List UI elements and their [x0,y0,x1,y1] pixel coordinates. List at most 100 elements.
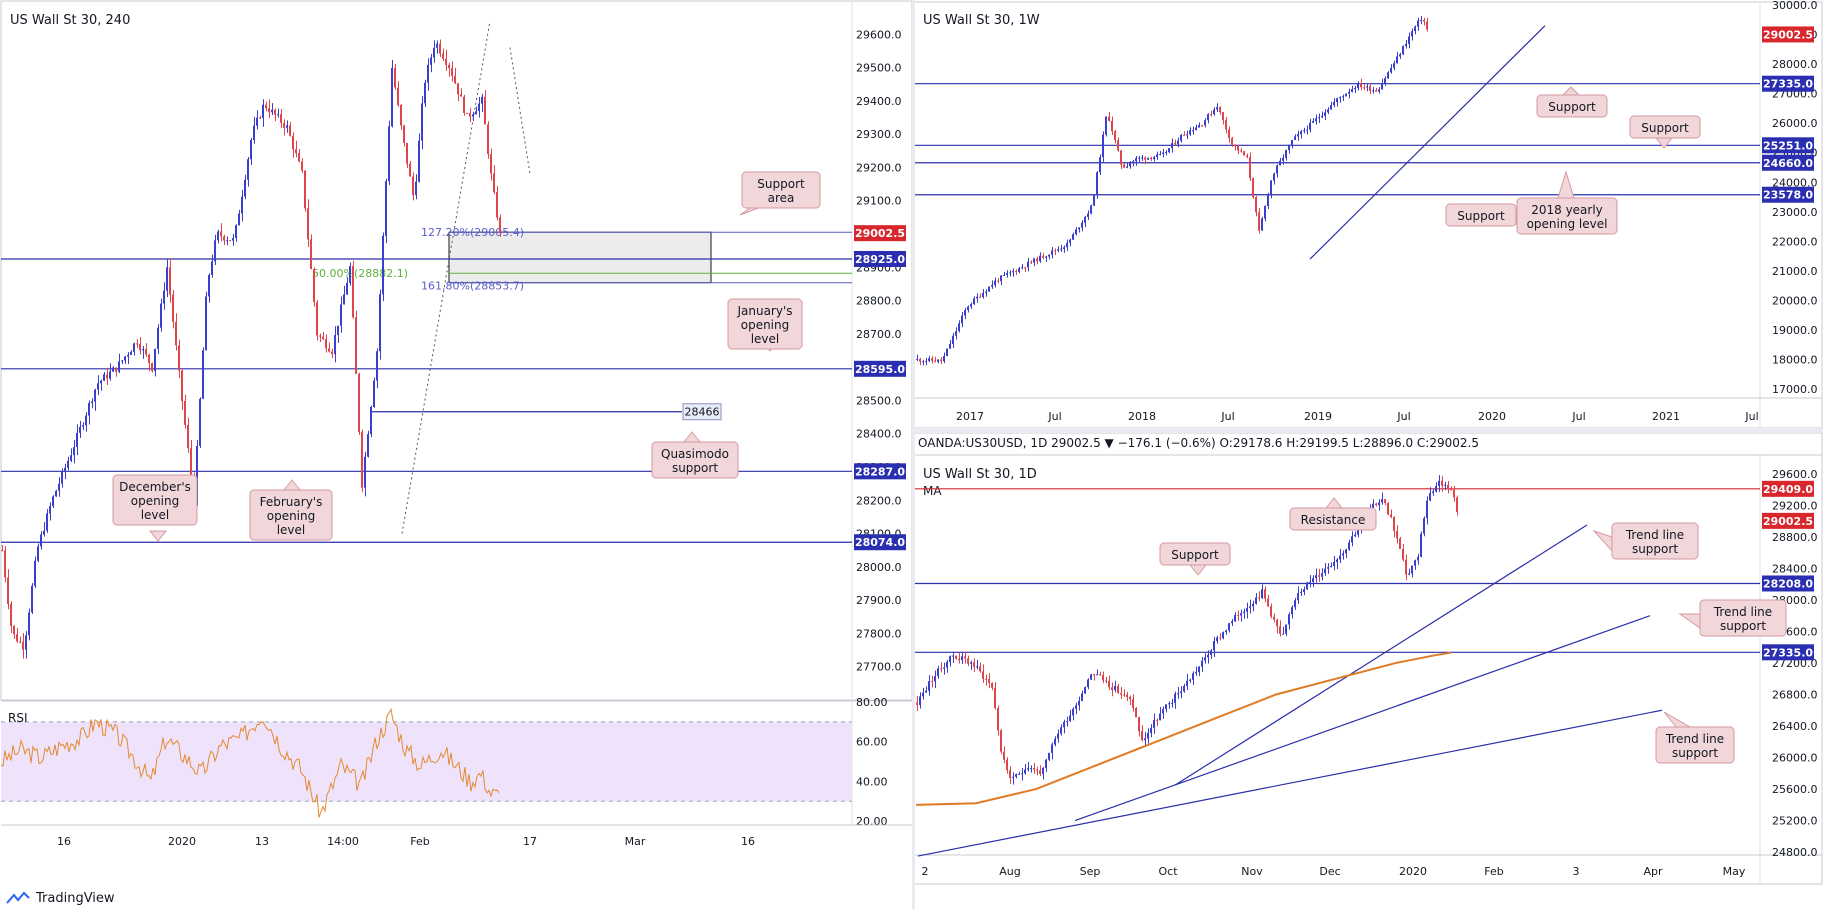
candle-body [952,335,954,344]
candle-body [1189,130,1191,135]
d1-callout-trend-3-text: Trend line [1665,732,1724,746]
candle-body [445,58,447,65]
candle-body [1423,19,1425,22]
candle-body [1087,213,1089,218]
candle-body [250,140,252,160]
y-tick-label: 27800.0 [856,627,902,640]
w1-x-tick: Jul [1047,410,1061,423]
w1-callout-support-2-box [1629,115,1701,139]
candle-body [1234,144,1236,147]
h4-quasimodo-box [682,403,722,421]
candle-body [163,290,165,304]
candle-body [1180,691,1182,694]
candle-body [127,354,129,357]
w1-level-tag-bg [1762,75,1814,92]
h4-callout-february-box [249,489,333,541]
candle-body [1279,626,1281,634]
d1-x-tick: Feb [1484,865,1503,878]
y-tick-label: 29400.0 [856,95,902,108]
h4-callout-quasimodo-box [651,441,739,479]
candle-body [1141,157,1143,159]
d1-level-tag: 28208.0 [1763,577,1813,590]
candle-body [400,105,402,126]
h4-support-area-zone [448,231,712,284]
candle-body [1345,549,1347,554]
candle-body [199,398,201,446]
candle-body [1384,499,1386,504]
candle-body [187,424,189,449]
d1-callout-resistance-box [1289,507,1377,531]
candle-body [1150,727,1152,734]
rsi-y-tick: 60.00 [856,736,888,749]
candle-body [1414,560,1416,566]
candle-body [1141,731,1143,741]
candle-body [1009,272,1011,274]
candle-body [1165,152,1167,154]
candle-body [1048,752,1050,760]
h4-callout-january-text: opening [741,318,790,332]
y-tick-label: 18000.0 [1772,354,1818,367]
candle-body [58,483,60,491]
candle-body [1117,140,1119,151]
candle-body [928,681,930,691]
tradingview-footer[interactable]: TradingView [6,888,115,908]
candle-body [1003,751,1005,760]
candle-body [1444,484,1446,486]
candle-body [1201,660,1203,667]
candle-body [988,286,990,292]
candle-body [1270,180,1272,196]
candle-body [1375,90,1377,92]
d1-callout-trend-3-pointer [1663,711,1692,728]
y-tick-label: 28800.0 [856,295,902,308]
candle-body [94,389,96,402]
candle-body [1063,721,1065,728]
candle-body [190,448,192,476]
candle-body [1228,129,1230,139]
candle-body [1135,158,1137,162]
h4-main-frame [0,0,913,701]
candle-body [340,304,342,326]
candle-body [1183,134,1185,136]
w1-callout-support-2-pointer [1654,137,1674,149]
candle-body [1297,134,1299,137]
candle-body [1222,112,1224,121]
candle-body [1348,542,1350,550]
d1-x-tick: Nov [1241,865,1263,878]
candle-body [979,666,981,672]
candle-body [346,282,348,295]
candle-body [310,239,312,269]
candle-body [1378,89,1380,92]
candle-body [1309,122,1311,130]
candle-body [1006,273,1008,275]
candle-body [946,348,948,356]
h4-callout-february-text: level [277,523,306,537]
d1-level-tag-bg [1762,575,1814,592]
candle-body [1042,255,1044,258]
candle-body [481,96,483,104]
candle-body [1192,130,1194,132]
candle-body [259,117,261,119]
candle-body [1081,222,1083,228]
candle-body [1303,130,1305,132]
y-tick-label: 26800.0 [1772,688,1818,701]
d1-callout-support-box [1159,542,1231,566]
candle-body [1195,672,1197,674]
candle-body [304,170,306,209]
candle-body [1207,654,1209,658]
candle-body [970,662,972,664]
candle-body [952,655,954,657]
candle-body [388,126,390,182]
d1-trend-line-2 [1074,615,1651,822]
candle-body [274,109,276,115]
h4-callout-december-text: level [141,508,170,522]
candle-body [121,360,123,362]
candle-body [403,125,405,143]
candle-body [133,343,135,352]
y-tick-label: 25200.0 [1772,815,1818,828]
candle-body [22,641,24,650]
candle-body [1003,274,1005,276]
h4-callout-support-area-text: Support [757,177,805,191]
candle-body [1402,548,1404,560]
y-tick-label: 29600.0 [856,28,902,41]
h4-level-tag: 28925.0 [855,253,905,266]
